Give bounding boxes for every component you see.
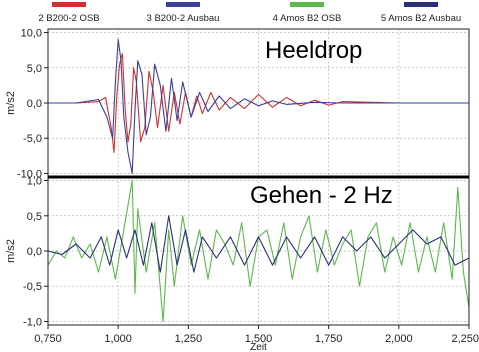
y-tick-label: 10,0 [21, 28, 42, 40]
x-tick-label: 2,250 [451, 333, 479, 345]
legend-label: 3 B200-2 Ausbau [147, 13, 220, 24]
legend-swatch [52, 2, 86, 7]
x-tick-label: 1,000 [104, 333, 132, 345]
y-tick-label: -0,5 [23, 281, 42, 293]
y-tick-label: 0,5 [27, 211, 42, 223]
y-tick-label: 5,0 [27, 63, 42, 75]
legend-label: 4 Amos B2 OSB [273, 13, 342, 24]
x-tick-label: 1,250 [175, 333, 203, 345]
y-tick-label: -5,0 [23, 133, 42, 145]
legend-swatch [166, 2, 200, 7]
chart-panel-gehen: 1,00,50,0-0,5-1,0m/s20,750 1,000 1,250 1,50… [5, 176, 479, 352]
legend: 2 B200-2 OSB 3 B200-2 Ausbau 4 Amos B2 OSB… [38, 2, 461, 24]
legend-label: 2 B200-2 OSB [38, 13, 99, 24]
y-axis-label: m/s2 [5, 91, 17, 115]
legend-label: 5 Amos B2 Ausbau [381, 13, 461, 24]
legend-swatch [290, 2, 324, 7]
y-tick-label: -1,0 [23, 316, 42, 328]
y-tick-label: 0,0 [27, 98, 42, 110]
legend-swatch [404, 2, 438, 7]
x-tick-label: 1,750 [315, 333, 343, 345]
x-tick-label: 2,000 [385, 333, 413, 345]
panel-annotation: Gehen - 2 Hz [250, 182, 393, 209]
y-axis-label: m/s2 [5, 239, 17, 263]
x-axis-label: Zeit [250, 342, 267, 352]
x-tick-label: 0,750 [34, 333, 62, 345]
y-tick-label: 1,0 [27, 176, 42, 188]
y-tick-label: 0,0 [27, 246, 42, 258]
panel-annotation: Heeldrop [265, 37, 362, 64]
